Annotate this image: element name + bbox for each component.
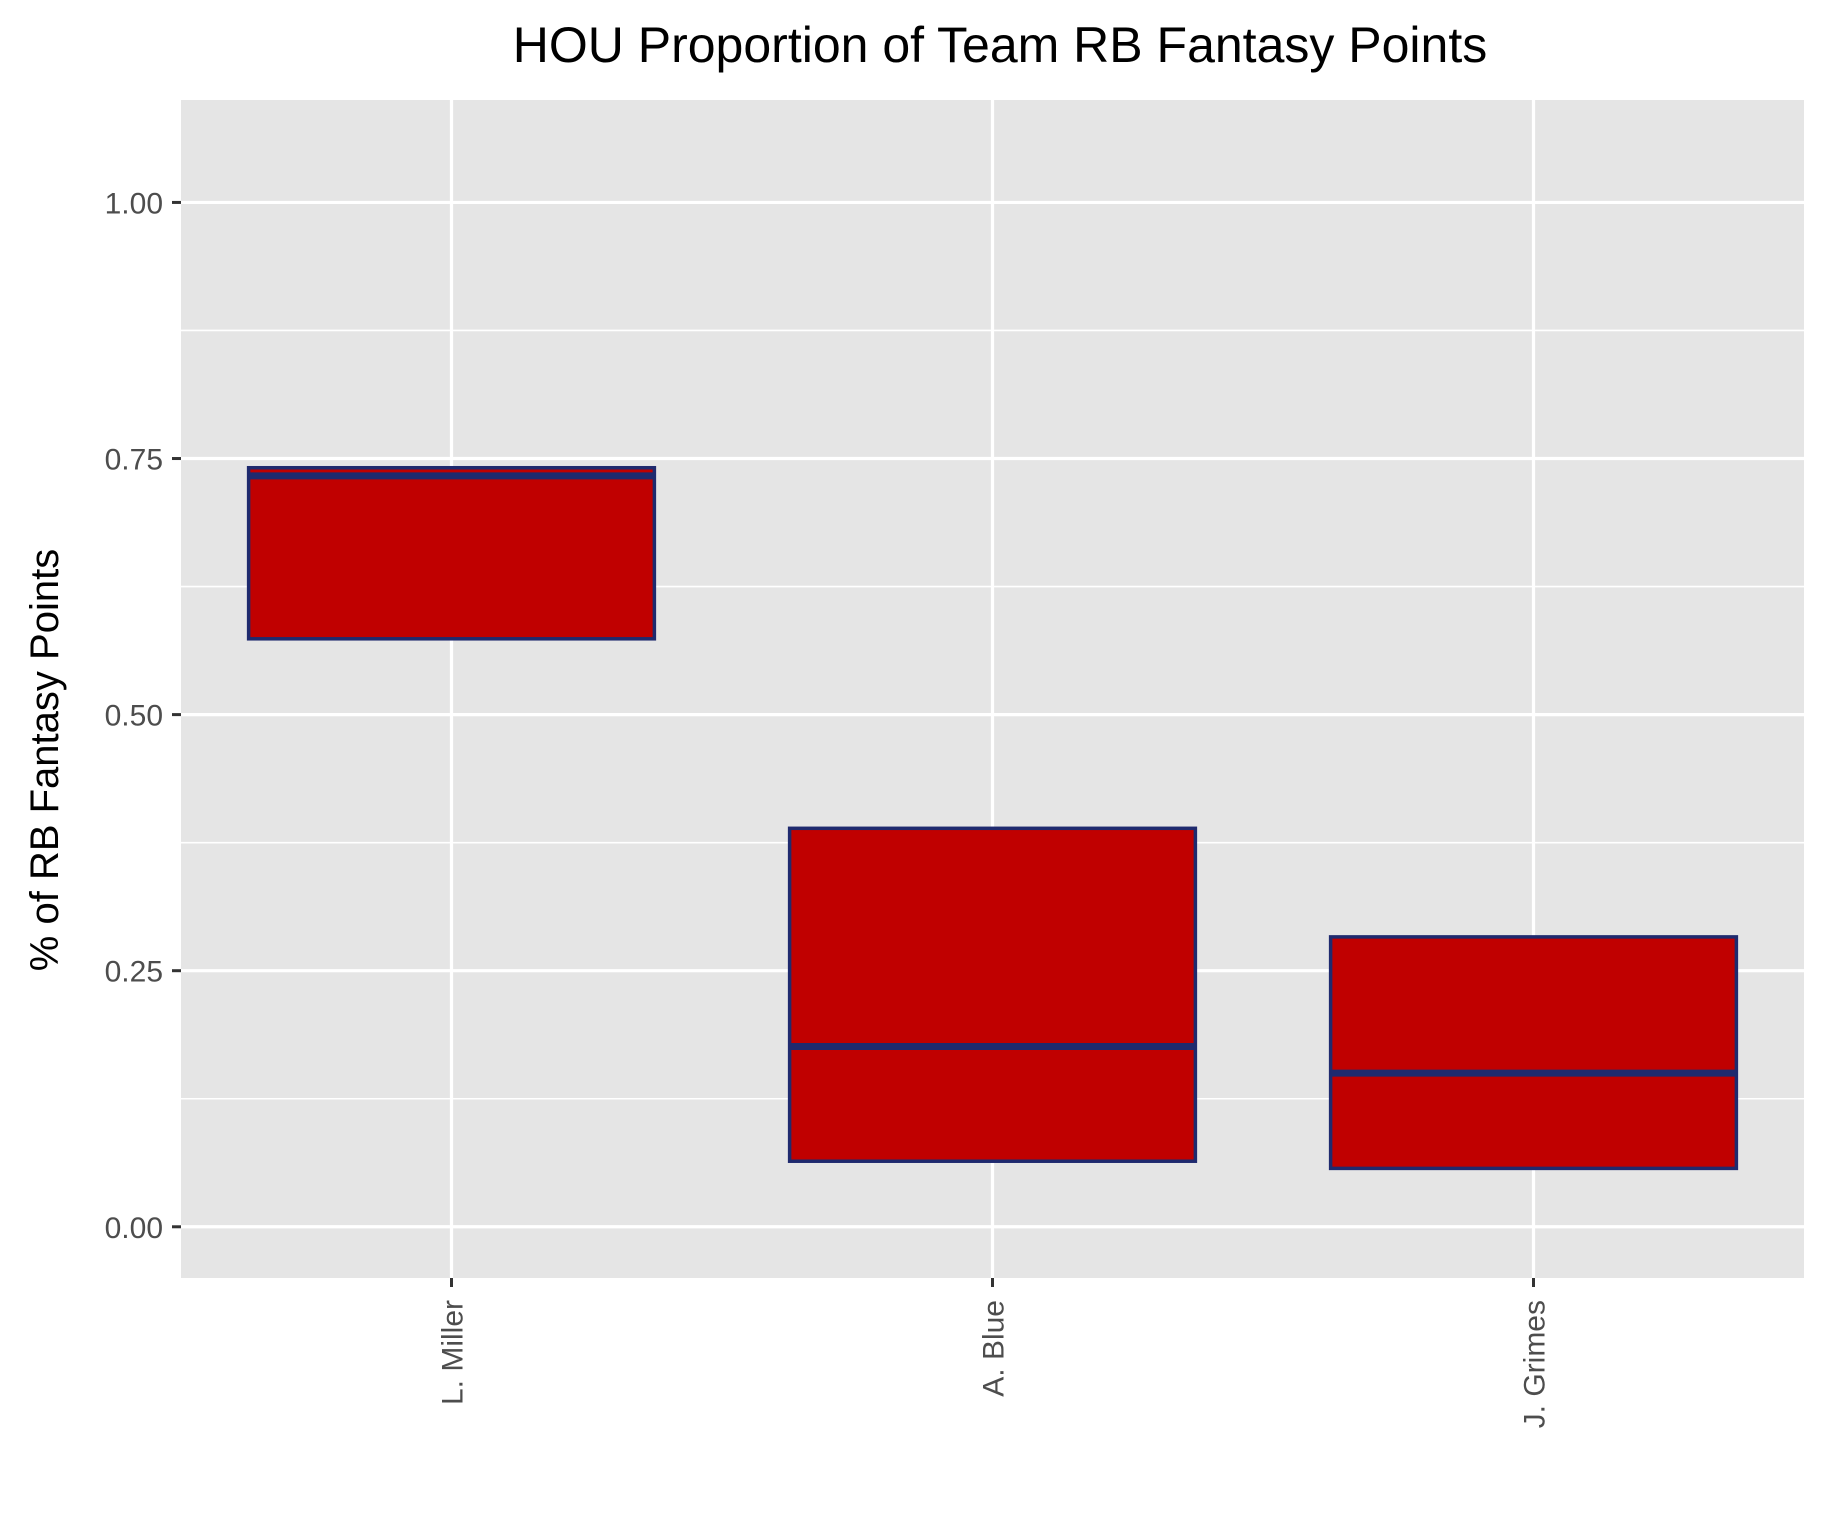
x-tick-label: J. Grimes xyxy=(1519,1300,1552,1428)
box-j-grimes xyxy=(1328,935,1739,1171)
y-axis-label: % of RB Fantasy Points xyxy=(23,549,67,971)
y-tick-label: 0.25 xyxy=(105,956,163,989)
chart-title: HOU Proportion of Team RB Fantasy Points xyxy=(513,17,1488,73)
x-tick-label: A. Blue xyxy=(978,1300,1011,1397)
box-iqr xyxy=(246,465,657,641)
x-tick-label: L. Miller xyxy=(437,1300,470,1405)
y-tick-label: 0.75 xyxy=(105,444,163,477)
axes: 0.00 0.25 0.50 0.75 1.00 L. Miller A. Blue J. G… xyxy=(105,187,1552,1428)
box-a-blue xyxy=(787,826,1198,1163)
y-tick-label: 0.50 xyxy=(105,700,163,733)
box-layer xyxy=(246,465,1739,1171)
box-iqr xyxy=(787,826,1198,1163)
y-tick-label: 0.00 xyxy=(105,1212,163,1245)
y-tick-label: 1.00 xyxy=(105,187,163,220)
box-l-miller xyxy=(246,465,657,641)
box-iqr xyxy=(1328,935,1739,1171)
